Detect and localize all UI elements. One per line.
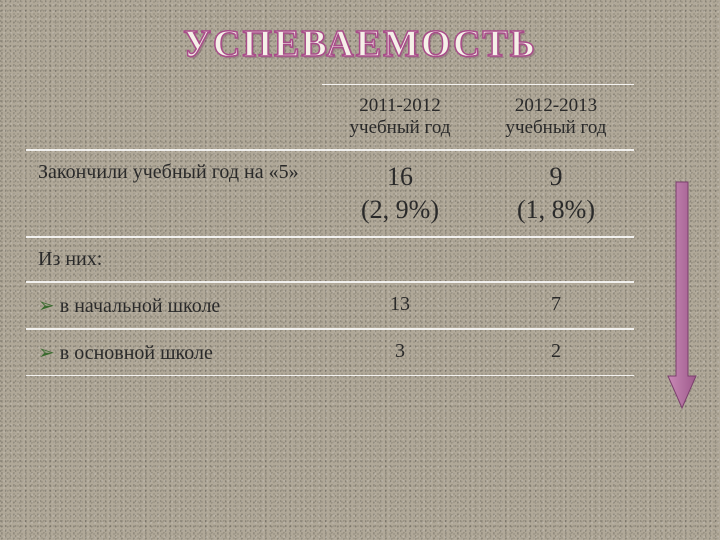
row-label: в начальной школе <box>26 282 322 329</box>
row-value <box>322 237 478 282</box>
row-value: 16 (2, 9%) <box>322 150 478 237</box>
table-header-row: 2011-2012 учебный год 2012-2013 учебный … <box>26 84 634 150</box>
value-top: 9 <box>490 161 622 194</box>
performance-table: 2011-2012 учебный год 2012-2013 учебный … <box>26 84 634 376</box>
header-blank <box>26 84 322 150</box>
table-row: в начальной школе 13 7 <box>26 282 634 329</box>
row-label: в основной школе <box>26 329 322 376</box>
row-label: Из них: <box>26 237 322 282</box>
value-bot: (1, 8%) <box>490 194 622 227</box>
value-bot: (2, 9%) <box>334 194 466 227</box>
table-row: в основной школе 3 2 <box>26 329 634 376</box>
header-col1: 2011-2012 учебный год <box>322 84 478 150</box>
row-value <box>478 237 634 282</box>
row-value: 13 <box>322 282 478 329</box>
table-row: Закончили учебный год на «5» 16 (2, 9%) … <box>26 150 634 237</box>
table-row: Из них: <box>26 237 634 282</box>
row-value: 2 <box>478 329 634 376</box>
page-title: УСПЕВАЕМОСТЬ <box>0 0 720 66</box>
row-label: Закончили учебный год на «5» <box>26 150 322 237</box>
header-col2: 2012-2013 учебный год <box>478 84 634 150</box>
value-top: 16 <box>334 161 466 194</box>
row-value: 9 (1, 8%) <box>478 150 634 237</box>
row-value: 7 <box>478 282 634 329</box>
row-value: 3 <box>322 329 478 376</box>
down-arrow-icon <box>666 180 698 410</box>
